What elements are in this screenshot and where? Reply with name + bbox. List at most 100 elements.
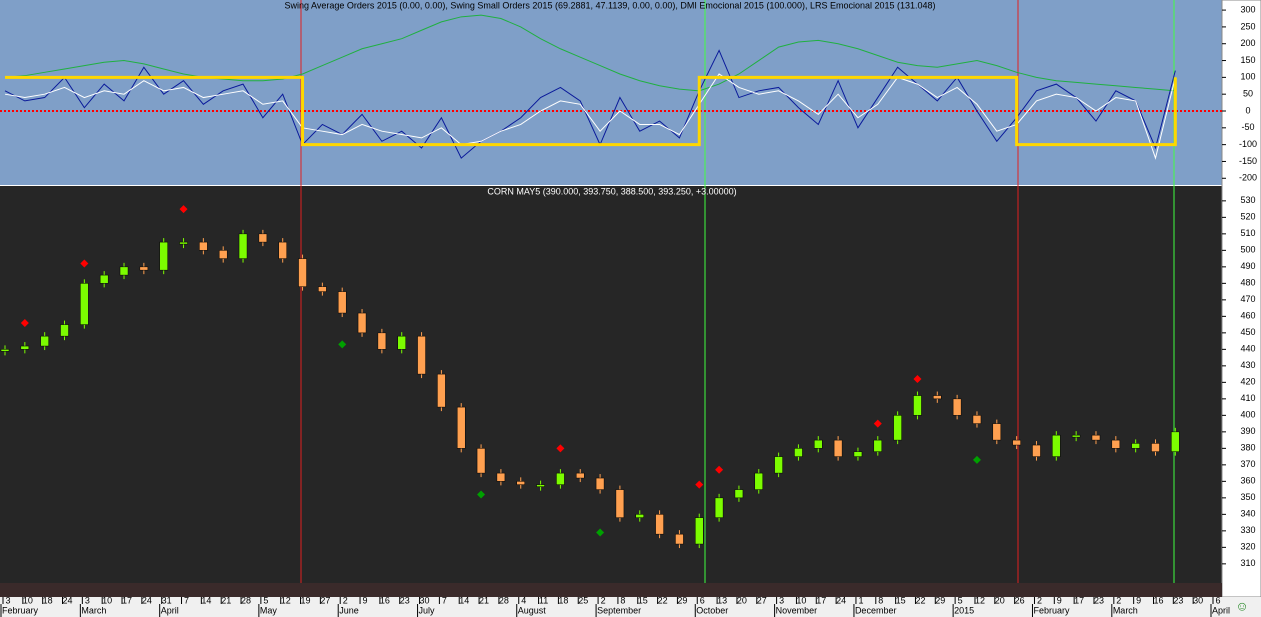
y-tick-label: 350 — [1240, 492, 1255, 502]
x-tick-label: 30 — [1193, 595, 1203, 605]
x-tick-label: 6 — [700, 595, 705, 605]
candle — [873, 439, 883, 452]
x-tick-label: 5 — [958, 595, 963, 605]
signal-marker — [338, 340, 347, 349]
candle — [714, 497, 724, 518]
signal-marker — [913, 375, 922, 384]
x-tick-label: 24 — [836, 595, 846, 605]
candle — [199, 241, 208, 251]
candle — [992, 423, 1002, 441]
candle — [635, 514, 645, 518]
x-tick-label: 18 — [558, 595, 568, 605]
indicator-line — [5, 75, 1177, 147]
candle — [278, 241, 287, 259]
y-tick-label: 410 — [1240, 393, 1255, 403]
x-tick-label: 23 — [1094, 595, 1104, 605]
x-tick-label: 1 — [858, 595, 863, 605]
y-tick-label: 310 — [1240, 558, 1255, 568]
x-tick-label: 23 — [400, 595, 410, 605]
month-label: May — [260, 605, 278, 615]
y-tick-label: 250 — [1240, 21, 1255, 31]
y-tick-label: 430 — [1240, 360, 1255, 370]
smiley-icon[interactable]: ☺ — [1235, 598, 1248, 613]
candle — [952, 398, 962, 416]
month-label: October — [696, 605, 728, 615]
candle — [1131, 443, 1140, 449]
signal-marker — [972, 455, 981, 464]
x-tick-label: 11 — [539, 595, 548, 605]
candle — [1032, 444, 1041, 457]
x-tick-label: 2 — [1037, 595, 1042, 605]
signal-marker — [20, 318, 29, 327]
y-tick-label: 150 — [1240, 55, 1255, 65]
x-tick-label: 10 — [796, 595, 806, 605]
month-label: June — [339, 605, 359, 615]
x-tick-label: 9 — [363, 595, 368, 605]
candle — [417, 335, 426, 375]
x-tick-label: 30 — [420, 595, 430, 605]
candle — [99, 274, 109, 284]
candle — [357, 312, 367, 334]
candle — [218, 250, 228, 259]
candle — [476, 448, 486, 474]
x-tick-label: 24 — [142, 595, 152, 605]
x-tick-label: 2 — [601, 595, 606, 605]
x-tick-label: 9 — [1136, 595, 1141, 605]
candle — [615, 489, 625, 518]
y-tick-label: -150 — [1239, 156, 1257, 166]
x-tick-label: 3 — [779, 595, 784, 605]
candle — [159, 241, 168, 271]
x-tick-label: 5 — [263, 595, 268, 605]
x-tick-label: 27 — [320, 595, 330, 605]
x-tick-label: 20 — [995, 595, 1005, 605]
y-tick-label: 480 — [1240, 278, 1255, 288]
x-tick-label: 12 — [281, 595, 291, 605]
indicator-line — [4, 73, 1176, 160]
candle — [318, 286, 327, 292]
candle — [1052, 434, 1061, 457]
month-label: April — [161, 605, 179, 615]
candle — [893, 415, 902, 441]
candle — [575, 472, 585, 479]
candle — [40, 335, 49, 347]
candle — [1012, 439, 1021, 446]
x-tick-label: 4 — [521, 595, 526, 605]
candle — [1111, 439, 1121, 449]
candle — [1091, 434, 1101, 441]
x-tick-label: 21 — [479, 595, 489, 605]
candle — [1151, 443, 1160, 452]
x-tick-label: 14 — [201, 595, 211, 605]
x-tick-label: 17 — [816, 595, 826, 605]
candle — [377, 332, 387, 350]
x-tick-label: 7 — [442, 595, 447, 605]
x-tick-label: 6 — [1215, 595, 1220, 605]
y-tick-label: 370 — [1240, 459, 1255, 469]
indicator-line — [4, 49, 1176, 159]
x-tick-label: 26 — [1015, 595, 1025, 605]
y-tick-label: -100 — [1239, 139, 1257, 149]
x-tick-label: 10 — [102, 595, 112, 605]
x-tick-label: 21 — [221, 595, 231, 605]
month-label: March — [81, 605, 106, 615]
month-label: March — [1113, 605, 1138, 615]
y-tick-label: -200 — [1239, 173, 1257, 183]
candle — [794, 448, 803, 457]
y-tick-label: 470 — [1240, 294, 1255, 304]
y-tick-label: -50 — [1241, 122, 1254, 132]
candle — [516, 481, 525, 485]
x-tick-label: 2 — [343, 595, 348, 605]
x-tick-label: 20 — [737, 595, 747, 605]
x-tick-label: 22 — [658, 595, 668, 605]
y-tick-label: 520 — [1240, 212, 1255, 222]
y-tick-label: 530 — [1240, 195, 1255, 205]
x-tick-label: 14 — [459, 595, 469, 605]
candle — [139, 266, 149, 271]
x-tick-label: 8 — [878, 595, 883, 605]
y-tick-label: 300 — [1240, 4, 1255, 14]
indicator-panel — [0, 0, 1222, 185]
y-tick-label: 390 — [1240, 426, 1255, 436]
price-title: CORN MAY5 (390.000, 393.750, 388.500, 39… — [487, 186, 736, 196]
x-tick-label: 16 — [380, 595, 390, 605]
month-label: November — [776, 605, 818, 615]
signal-marker — [715, 465, 724, 474]
